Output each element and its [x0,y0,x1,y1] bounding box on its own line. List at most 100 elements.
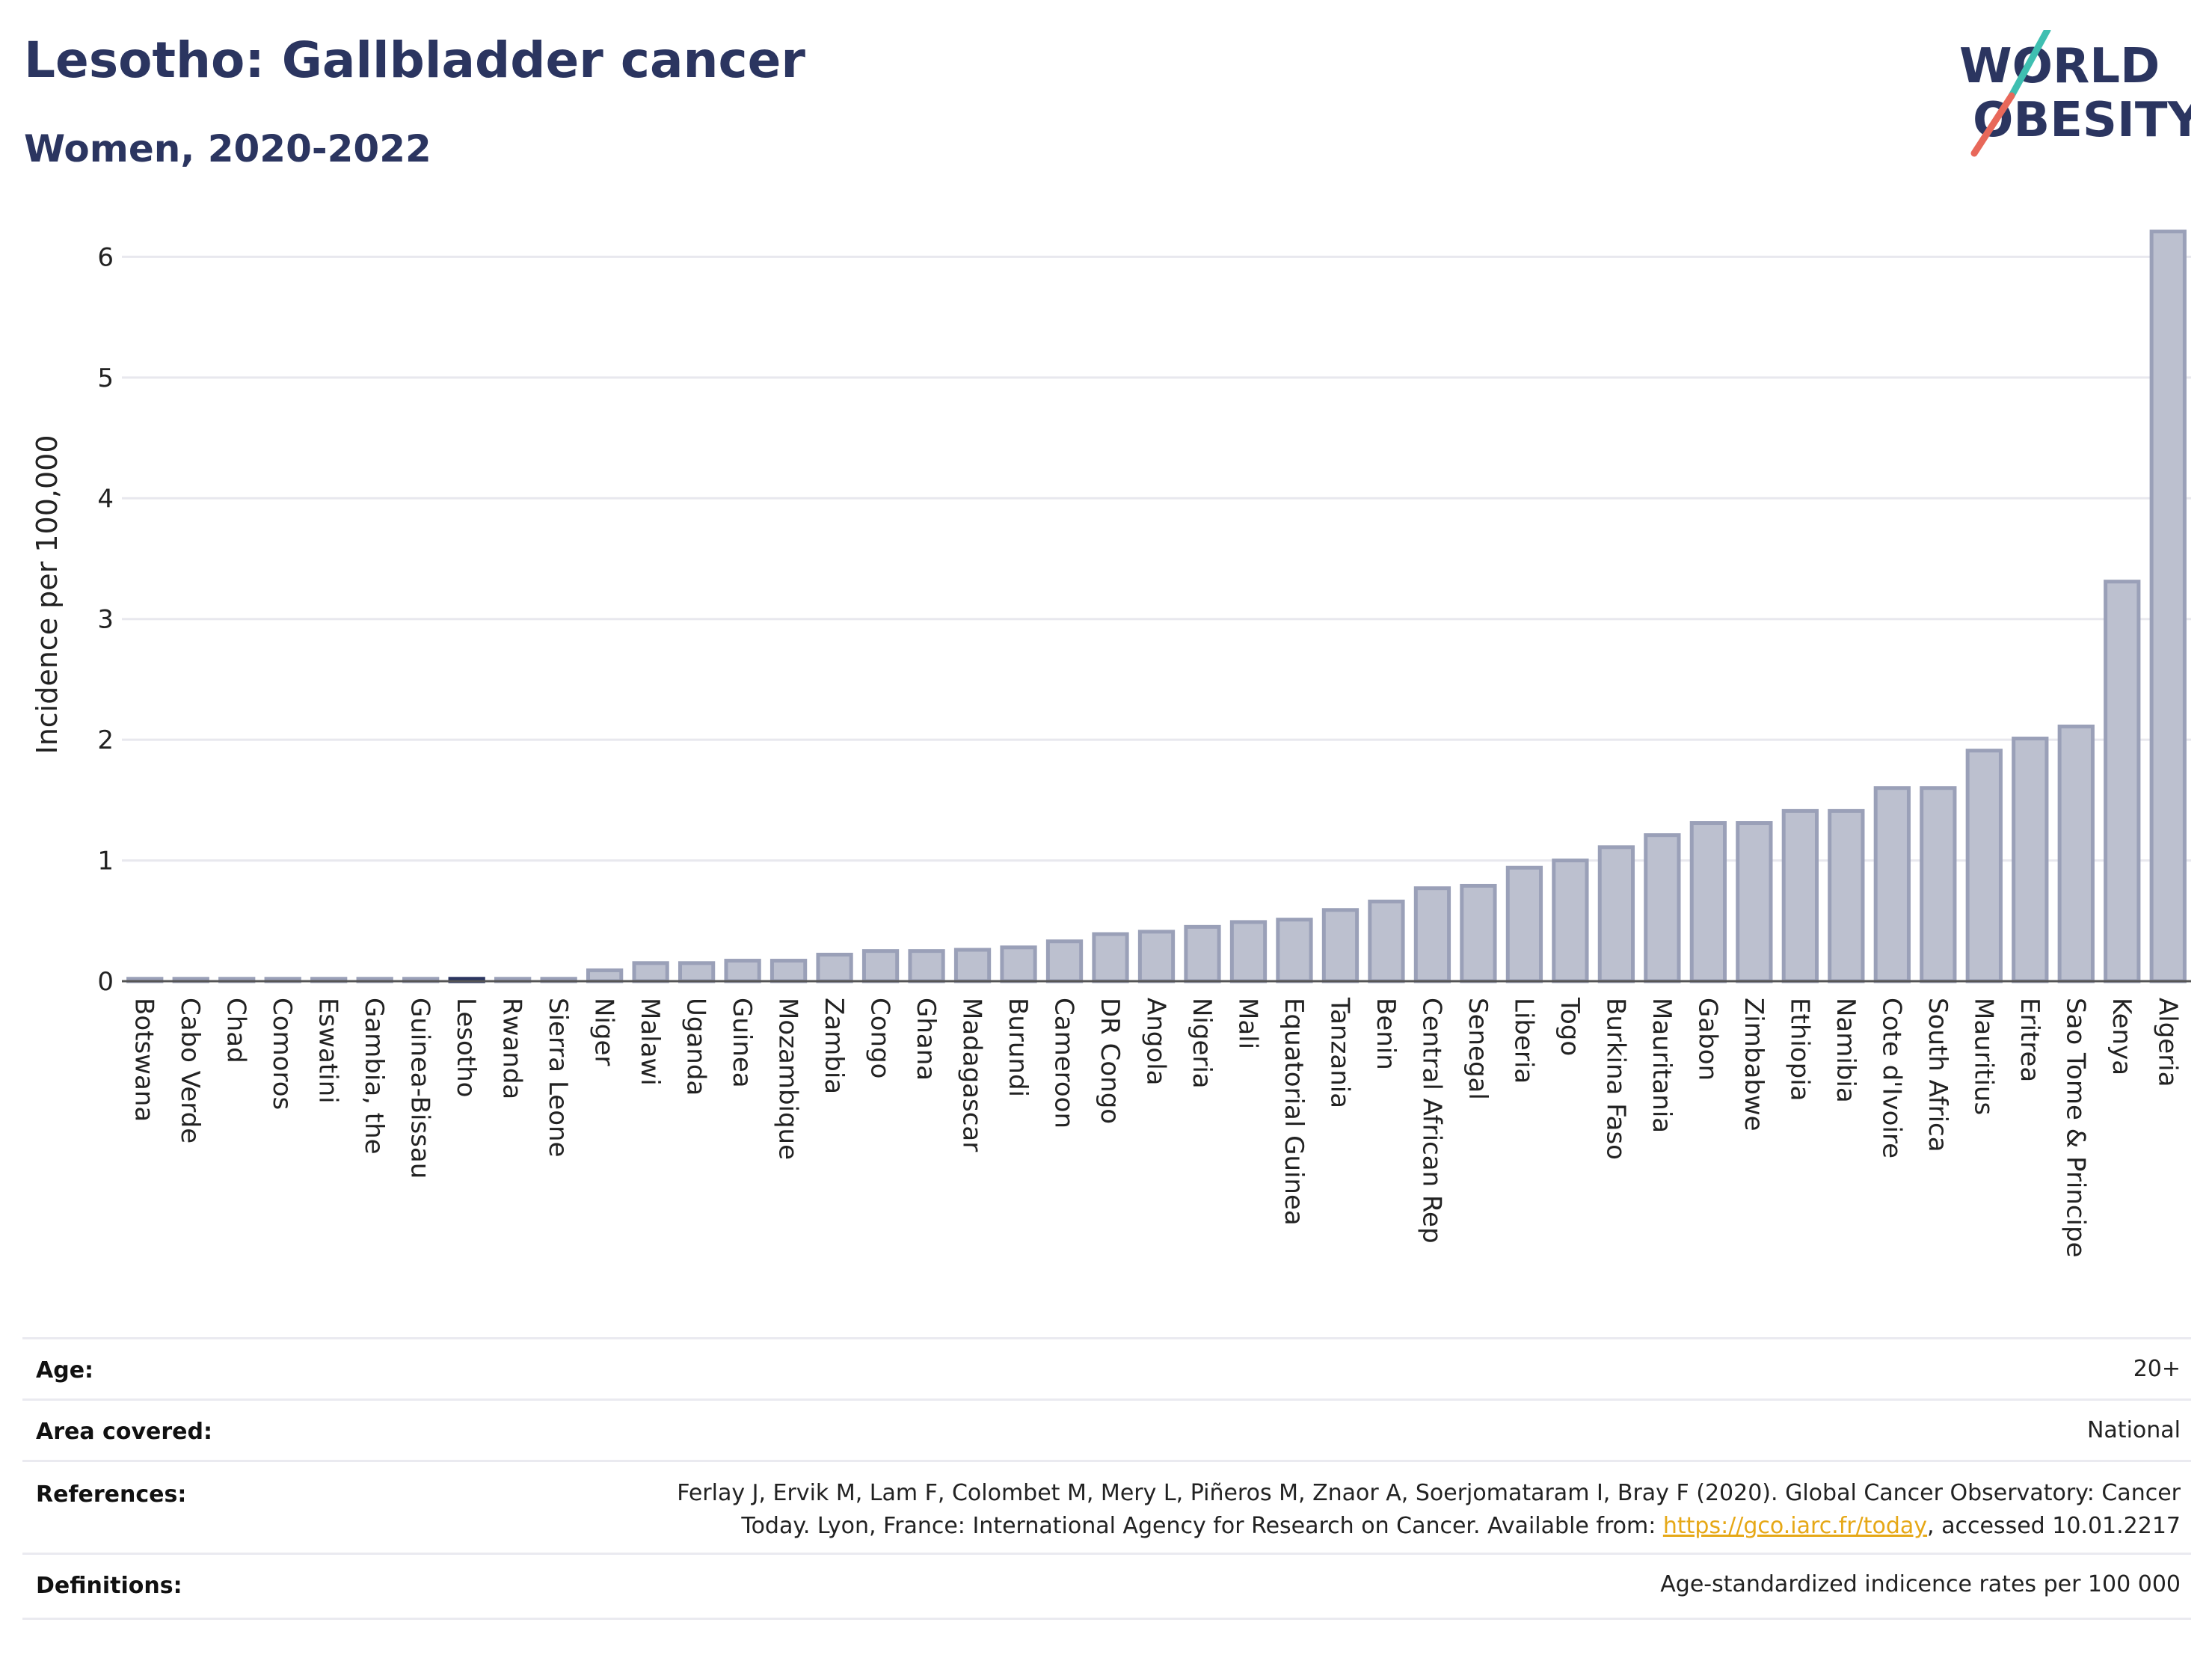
meta-row-area: Area covered: National [22,1398,2191,1462]
x-tick-label: Niger [589,998,619,1066]
age-value: 20+ [2133,1356,2181,1382]
bar-chart: 0 1 2 3 4 5 6 Botswana Cabo Verde Chad Comoros Esw… [31,230,2191,1258]
y-tick-label: 1 [97,847,114,876]
definitions-label: Definitions: [36,1573,182,1599]
references-line2: Today. Lyon, France: International Agenc… [677,1510,2181,1543]
x-tick-label: Gabon [1692,998,1722,1081]
area-label: Area covered: [36,1419,212,1445]
bar-central-african-rep [1413,886,1451,983]
grid-lines [122,255,2191,862]
x-tick-label: Angola [1141,998,1171,1085]
area-value: National [2086,1417,2181,1443]
bar-congo [861,949,900,983]
bar-guinea [724,959,761,983]
bar-mali [1229,920,1268,983]
x-tick-label: Togo [1555,997,1585,1056]
bar-namibia [1828,808,1865,983]
y-tick-label: 0 [97,967,114,997]
x-tick-label: Gambia, the [359,998,389,1155]
x-tick-label: Central African Rep [1416,998,1446,1244]
bar-eritrea [2012,737,2049,983]
bar-niger [586,968,624,983]
y-tick-label: 3 [97,605,114,635]
bar-zambia [816,952,853,983]
references-link[interactable]: https://gco.iarc.fr/today [1662,1513,1928,1539]
bar-burkina-faso [1597,845,1635,983]
bar-mauritius [1965,749,2003,983]
x-tick-label: Sao Tome & Principe [2060,998,2090,1258]
world-obesity-logo: WORLD OBESITY [1959,30,2191,157]
x-tick-label: Eswatini [313,998,343,1104]
x-tick-label: Chad [221,998,251,1063]
meta-row-age: Age: 20+ [22,1337,2191,1401]
y-tick-label: 2 [97,725,114,755]
x-tick-label: Liberia [1508,998,1538,1084]
bar-ethiopia [1781,808,1819,983]
bar-south-africa [1920,786,1957,983]
chart-subtitle: Women, 2020-2022 [24,127,431,171]
references-line1: Ferlay J, Ervik M, Lam F, Colombet M, Me… [677,1480,2181,1506]
y-axis-label: Incidence per 100,000 [31,435,64,754]
bar-togo [1552,859,1589,983]
y-tick-label: 5 [97,363,114,393]
meta-row-references: References: Ferlay J, Ervik M, Lam F, Co… [22,1460,2191,1555]
x-tick-label: Mali [1232,998,1262,1049]
bar-algeria [2149,230,2187,983]
x-tick-label: Burundi [1003,998,1033,1097]
bar-cameroon [1045,939,1084,983]
x-tick-label: South Africa [1923,998,1953,1152]
bar-tanzania [1321,908,1360,983]
bar-nigeria [1184,924,1221,983]
x-tick-label: Cameroon [1049,998,1079,1129]
bars [126,230,2187,983]
bar-angola [1137,930,1176,983]
x-tick-label: Lesotho [451,998,481,1097]
bar-senegal [1460,883,1497,983]
references-line2-pre: Today. Lyon, France: International Agenc… [741,1513,1663,1539]
x-tick-label: Mozambique [773,998,803,1160]
x-tick-label: DR Congo [1095,998,1125,1124]
bar-cote-d-ivoire [1873,786,1911,983]
x-tick-label: Senegal [1463,998,1493,1100]
references-label: References: [36,1481,187,1508]
x-tick-label: Botswana [129,998,159,1122]
x-tick-label: Ethiopia [1784,998,1814,1101]
definitions-value: Age-standardized indicence rates per 100… [1660,1571,2181,1597]
x-tick-label: Sierra Leone [543,998,573,1157]
x-tick-label: Guinea [727,998,757,1088]
y-tick-label: 4 [97,484,114,514]
bar-equatorial-guinea [1276,918,1313,983]
x-tick-label: Comoros [267,998,297,1110]
bar-madagascar [953,948,992,983]
x-tick-label: Cote d'Ivoire [1876,998,1906,1158]
logo-line1: WORLD [1959,39,2160,94]
references-value: Ferlay J, Ervik M, Lam F, Colombet M, Me… [677,1477,2181,1543]
x-tick-label: Zambia [819,998,849,1094]
x-tick-label: Rwanda [497,998,527,1099]
meta-row-definitions: Definitions: Age-standardized indicence … [22,1553,2191,1620]
bar-burundi [1000,945,1037,983]
x-tick-label: Uganda [681,998,711,1096]
bar-zimbabwe [1736,821,1773,983]
bar-benin [1368,899,1405,983]
x-tick-label: Zimbabwe [1739,998,1769,1132]
x-tick-label: Benin [1371,998,1401,1070]
x-tick-label: Congo [865,998,895,1078]
x-tick-label: Mauritania [1647,998,1677,1133]
chart-title: Lesotho: Gallbladder cancer [24,31,805,89]
bar-sao-tome-principe [2057,724,2095,983]
bar-uganda [678,961,716,983]
bar-liberia [1505,865,1543,983]
x-tick-label: Kenya [2107,998,2136,1075]
x-tick-label: Eritrea [2015,998,2044,1082]
x-tick-label: Tanzania [1324,997,1354,1108]
bar-mozambique [769,959,808,983]
bar-gabon [1689,821,1727,983]
x-tick-label: Cabo Verde [175,998,205,1143]
bar-mauritania [1644,833,1681,983]
x-tick-label: Burkina Faso [1600,998,1630,1160]
x-tick-label: Nigeria [1187,998,1217,1089]
y-tick-label: 6 [97,242,114,272]
bar-dr-congo [1092,932,1129,983]
x-tick-label: Namibia [1831,998,1861,1103]
